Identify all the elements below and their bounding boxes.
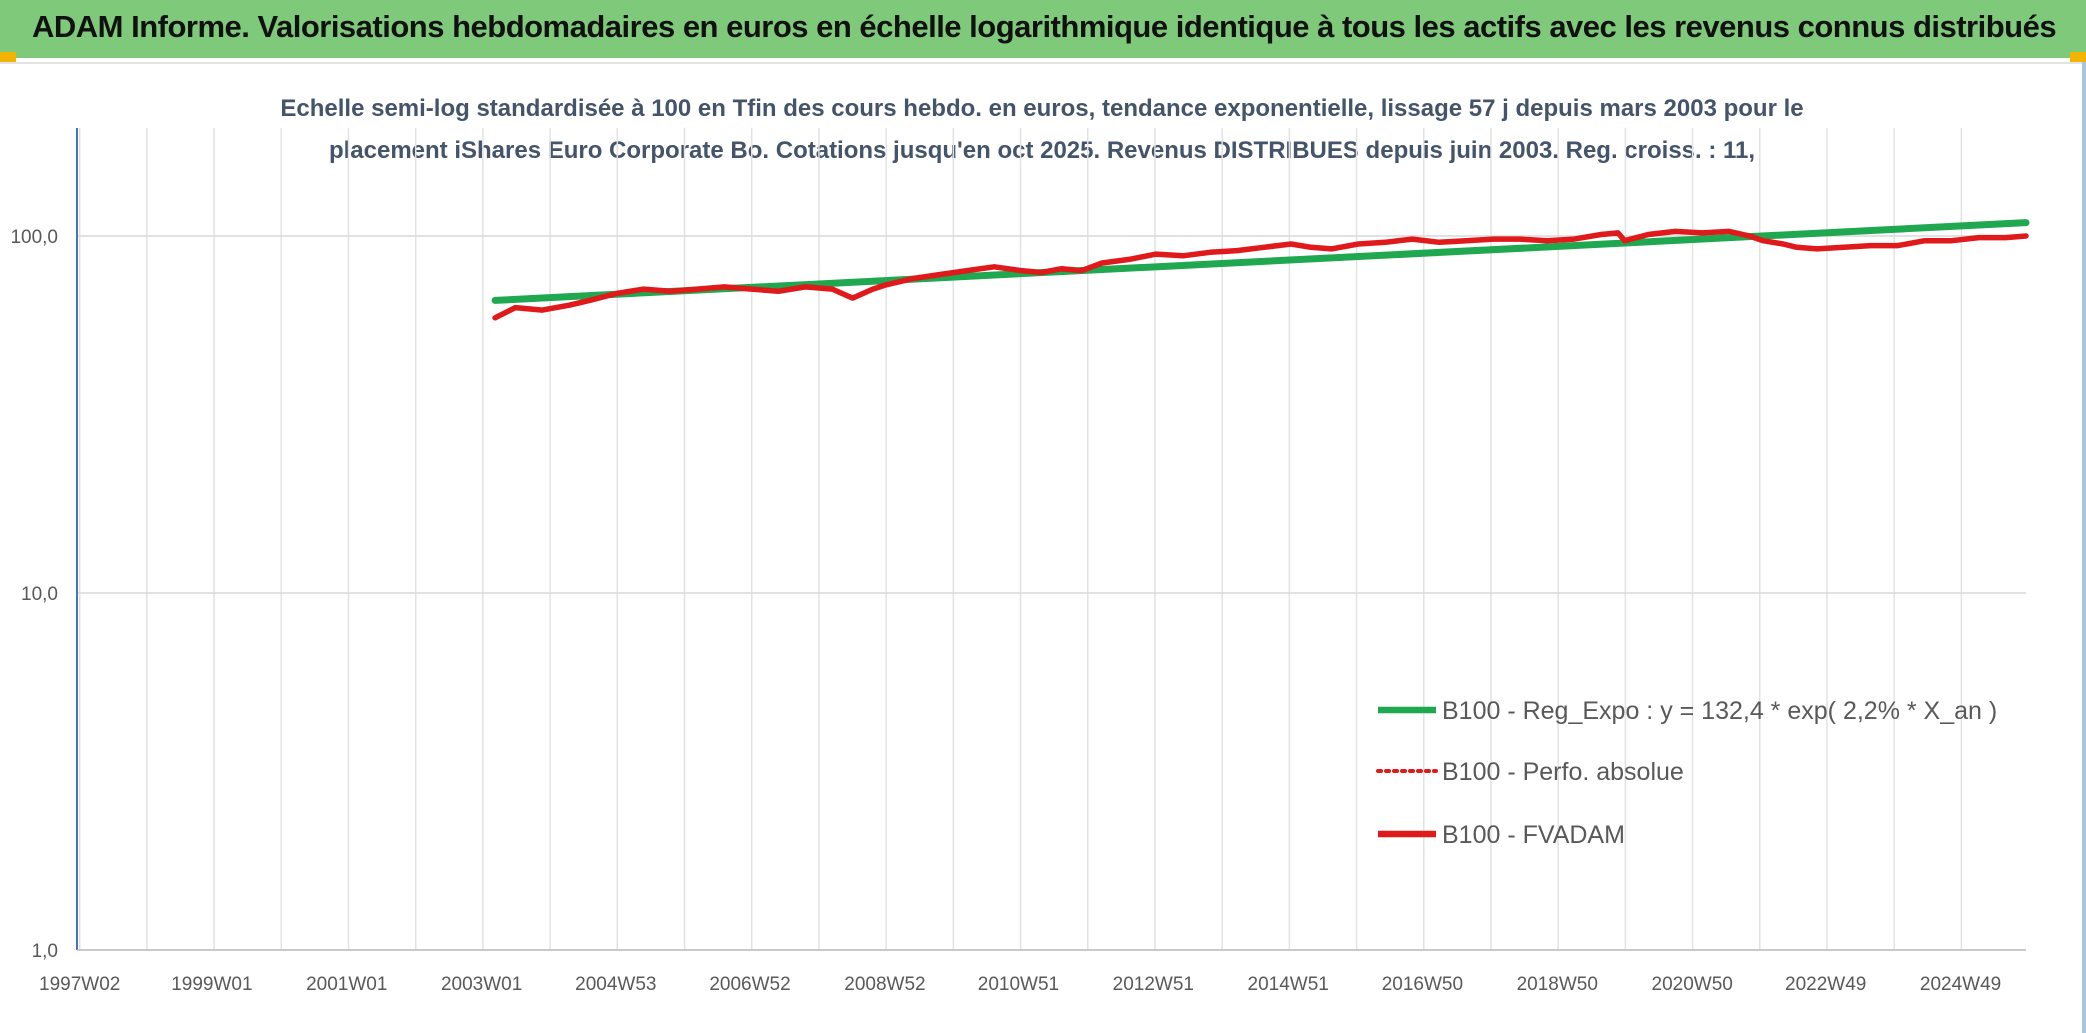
legend-item-reg-expo-label: B100 - Reg_Expo : y = 132,4 * exp( 2,2% … <box>1442 697 1997 725</box>
corner-marker-right <box>2070 52 2086 62</box>
chart-frame-right-edge <box>2082 62 2086 1033</box>
x-tick-label: 2010W51 <box>978 974 1059 995</box>
vertical-gridlines <box>78 128 1963 950</box>
x-tick-label: 2003W01 <box>441 974 522 995</box>
legend-item-fvadam-label: B100 - FVADAM <box>1442 821 1625 849</box>
series-line-fvadam <box>492 228 2029 321</box>
x-tick-label: 2012W51 <box>1113 974 1194 995</box>
y-tick-label: 1,0 <box>32 941 58 962</box>
x-tick-label: 2001W01 <box>306 974 387 995</box>
y-tick-label: 100,0 <box>10 227 58 248</box>
series-lines <box>491 219 2030 321</box>
y-tick-label: 10,0 <box>21 584 58 605</box>
chart-title-line-1: Echelle semi-log standardisée à 100 en T… <box>280 95 1803 122</box>
report-title: ADAM Informe. Valorisations hebdomadaire… <box>32 9 2057 44</box>
x-tick-label: 2020W50 <box>1652 974 1733 995</box>
chart-title-line-2: placement iShares Euro Corporate Bo. Cot… <box>329 137 1755 164</box>
horizontal-gridlines <box>77 235 2026 951</box>
x-tick-label: 2016W50 <box>1382 974 1463 995</box>
x-tick-label: 1999W01 <box>171 974 252 995</box>
legend-item-perfo-absolue-label: B100 - Perfo. absolue <box>1442 758 1684 786</box>
x-tick-label: 2014W51 <box>1248 974 1329 995</box>
x-tick-label: 2008W52 <box>844 974 925 995</box>
x-tick-label: 2006W52 <box>709 974 790 995</box>
x-tick-label: 2024W49 <box>1920 974 2001 995</box>
x-tick-label: 2018W50 <box>1517 974 1598 995</box>
x-tick-label: 1997W02 <box>39 974 120 995</box>
x-tick-label: 2022W49 <box>1785 974 1866 995</box>
x-tick-label: 2004W53 <box>575 974 656 995</box>
corner-marker-left <box>0 52 16 62</box>
axes: 100,0 10,0 1,0 1997W02 1999W01 2001W01 2003W01… <box>10 128 2026 995</box>
header-banner: ADAM Informe. Valorisations hebdomadaire… <box>0 0 2086 58</box>
legend: B100 - Reg_Expo : y = 132,4 * exp( 2,2% … <box>1376 697 1997 849</box>
chart-frame <box>0 62 2086 1033</box>
